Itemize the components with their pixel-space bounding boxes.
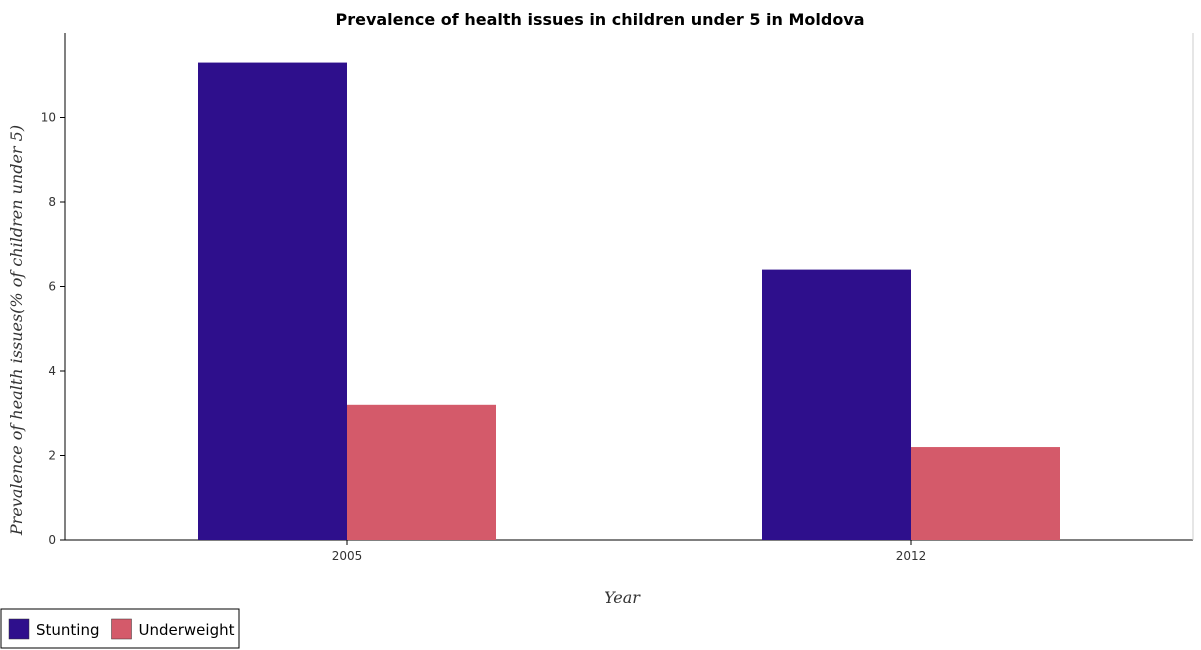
y-tick-label: 8 (48, 195, 56, 209)
legend-label-underweight: Underweight (139, 621, 235, 639)
y-axis-label: Prevalence of health issues(% of childre… (7, 125, 26, 536)
x-tick-label: 2012 (896, 549, 927, 563)
x-axis-label: Year (604, 588, 641, 607)
y-tick-label: 4 (48, 364, 56, 378)
chart-title: Prevalence of health issues in children … (335, 10, 864, 29)
plot-area: 0 2 4 6 8 10 2005 2012 (41, 33, 1194, 563)
legend-swatch-stunting (8, 618, 30, 640)
y-tick-label: 6 (48, 280, 56, 294)
bar-underweight-2012 (911, 447, 1060, 540)
legend: Stunting Underweight (0, 608, 240, 649)
y-tick-label: 0 (48, 533, 56, 547)
y-tick-label: 2 (48, 449, 56, 463)
y-tick-label: 10 (41, 111, 56, 125)
legend-label-stunting: Stunting (36, 621, 100, 639)
legend-swatch-underweight (111, 618, 132, 640)
x-tick-label: 2005 (332, 549, 363, 563)
bar-stunting-2005 (198, 62, 347, 540)
bar-stunting-2012 (762, 269, 911, 540)
bar-underweight-2005 (347, 404, 496, 540)
